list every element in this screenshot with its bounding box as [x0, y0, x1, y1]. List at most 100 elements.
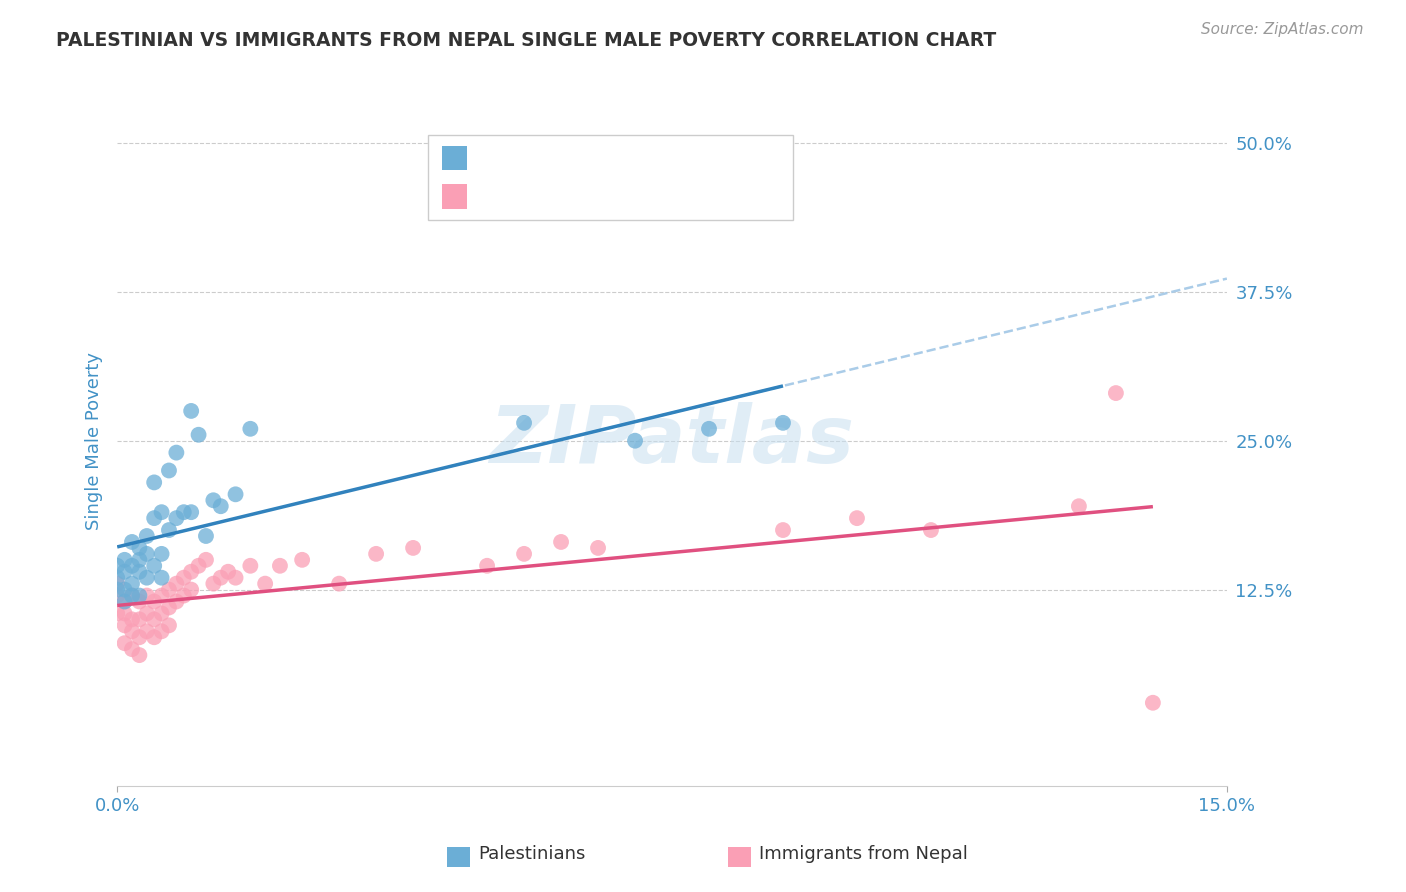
- Point: [513, 547, 536, 561]
- Point: [114, 636, 136, 650]
- Point: [135, 571, 157, 585]
- Text: Palestinians: Palestinians: [478, 845, 585, 863]
- Point: [121, 558, 143, 573]
- Text: N =: N =: [602, 184, 643, 202]
- Point: [150, 505, 173, 519]
- Point: [187, 558, 209, 573]
- Point: [157, 582, 180, 597]
- Point: [114, 594, 136, 608]
- Text: N =: N =: [602, 145, 643, 163]
- Text: ZIPatlas: ZIPatlas: [489, 401, 855, 480]
- Point: [105, 582, 128, 597]
- Point: [128, 553, 150, 567]
- Point: [194, 529, 217, 543]
- Point: [239, 422, 262, 436]
- Point: [157, 618, 180, 632]
- Text: 56: 56: [647, 184, 672, 202]
- Point: [846, 511, 869, 525]
- Point: [180, 505, 202, 519]
- Point: [173, 571, 195, 585]
- Point: [128, 648, 150, 662]
- Point: [121, 589, 143, 603]
- Point: [143, 630, 166, 644]
- Point: [157, 523, 180, 537]
- Point: [114, 582, 136, 597]
- Point: [209, 571, 232, 585]
- Point: [128, 612, 150, 626]
- Point: [920, 523, 942, 537]
- Point: [114, 607, 136, 621]
- Point: [254, 576, 277, 591]
- Point: [225, 487, 247, 501]
- Point: [180, 565, 202, 579]
- Point: [105, 576, 128, 591]
- Point: [135, 607, 157, 621]
- Point: [114, 618, 136, 632]
- Point: [150, 624, 173, 639]
- Point: [697, 422, 720, 436]
- Text: Source: ZipAtlas.com: Source: ZipAtlas.com: [1201, 22, 1364, 37]
- Point: [217, 565, 239, 579]
- Point: [291, 553, 314, 567]
- Point: [1142, 696, 1164, 710]
- Point: [173, 505, 195, 519]
- Point: [150, 607, 173, 621]
- Y-axis label: Single Male Poverty: Single Male Poverty: [86, 351, 103, 530]
- Text: R =: R =: [478, 184, 517, 202]
- Point: [114, 553, 136, 567]
- Point: [157, 463, 180, 477]
- Point: [121, 535, 143, 549]
- Point: [772, 416, 794, 430]
- Point: [105, 558, 128, 573]
- Point: [165, 594, 187, 608]
- Point: [150, 589, 173, 603]
- Point: [121, 642, 143, 657]
- Point: [586, 541, 609, 555]
- Point: [121, 589, 143, 603]
- Point: [150, 571, 173, 585]
- Text: Immigrants from Nepal: Immigrants from Nepal: [759, 845, 969, 863]
- Point: [157, 600, 180, 615]
- Point: [180, 404, 202, 418]
- Point: [624, 434, 647, 448]
- Point: [165, 511, 187, 525]
- Point: [194, 553, 217, 567]
- Point: [1105, 386, 1128, 401]
- Point: [239, 558, 262, 573]
- Point: [128, 589, 150, 603]
- Point: [143, 612, 166, 626]
- Point: [187, 427, 209, 442]
- Point: [114, 565, 136, 579]
- Point: [105, 607, 128, 621]
- Point: [114, 594, 136, 608]
- Text: R =: R =: [478, 145, 517, 163]
- Point: [121, 624, 143, 639]
- Point: [105, 589, 128, 603]
- Point: [550, 535, 572, 549]
- Point: [328, 576, 350, 591]
- Point: [128, 594, 150, 608]
- Point: [209, 500, 232, 514]
- Point: [128, 630, 150, 644]
- Point: [202, 493, 225, 508]
- Point: [1067, 500, 1090, 514]
- Point: [143, 558, 166, 573]
- Point: [402, 541, 425, 555]
- Point: [165, 445, 187, 459]
- Point: [135, 589, 157, 603]
- Point: [180, 582, 202, 597]
- Text: 41: 41: [647, 145, 672, 163]
- Point: [165, 576, 187, 591]
- Point: [150, 547, 173, 561]
- Point: [121, 576, 143, 591]
- Point: [121, 612, 143, 626]
- Text: 0.502: 0.502: [523, 184, 581, 202]
- Point: [128, 565, 150, 579]
- Point: [143, 475, 166, 490]
- Point: [143, 594, 166, 608]
- Point: [128, 541, 150, 555]
- Point: [135, 624, 157, 639]
- Point: [173, 589, 195, 603]
- Point: [475, 558, 498, 573]
- Point: [269, 558, 291, 573]
